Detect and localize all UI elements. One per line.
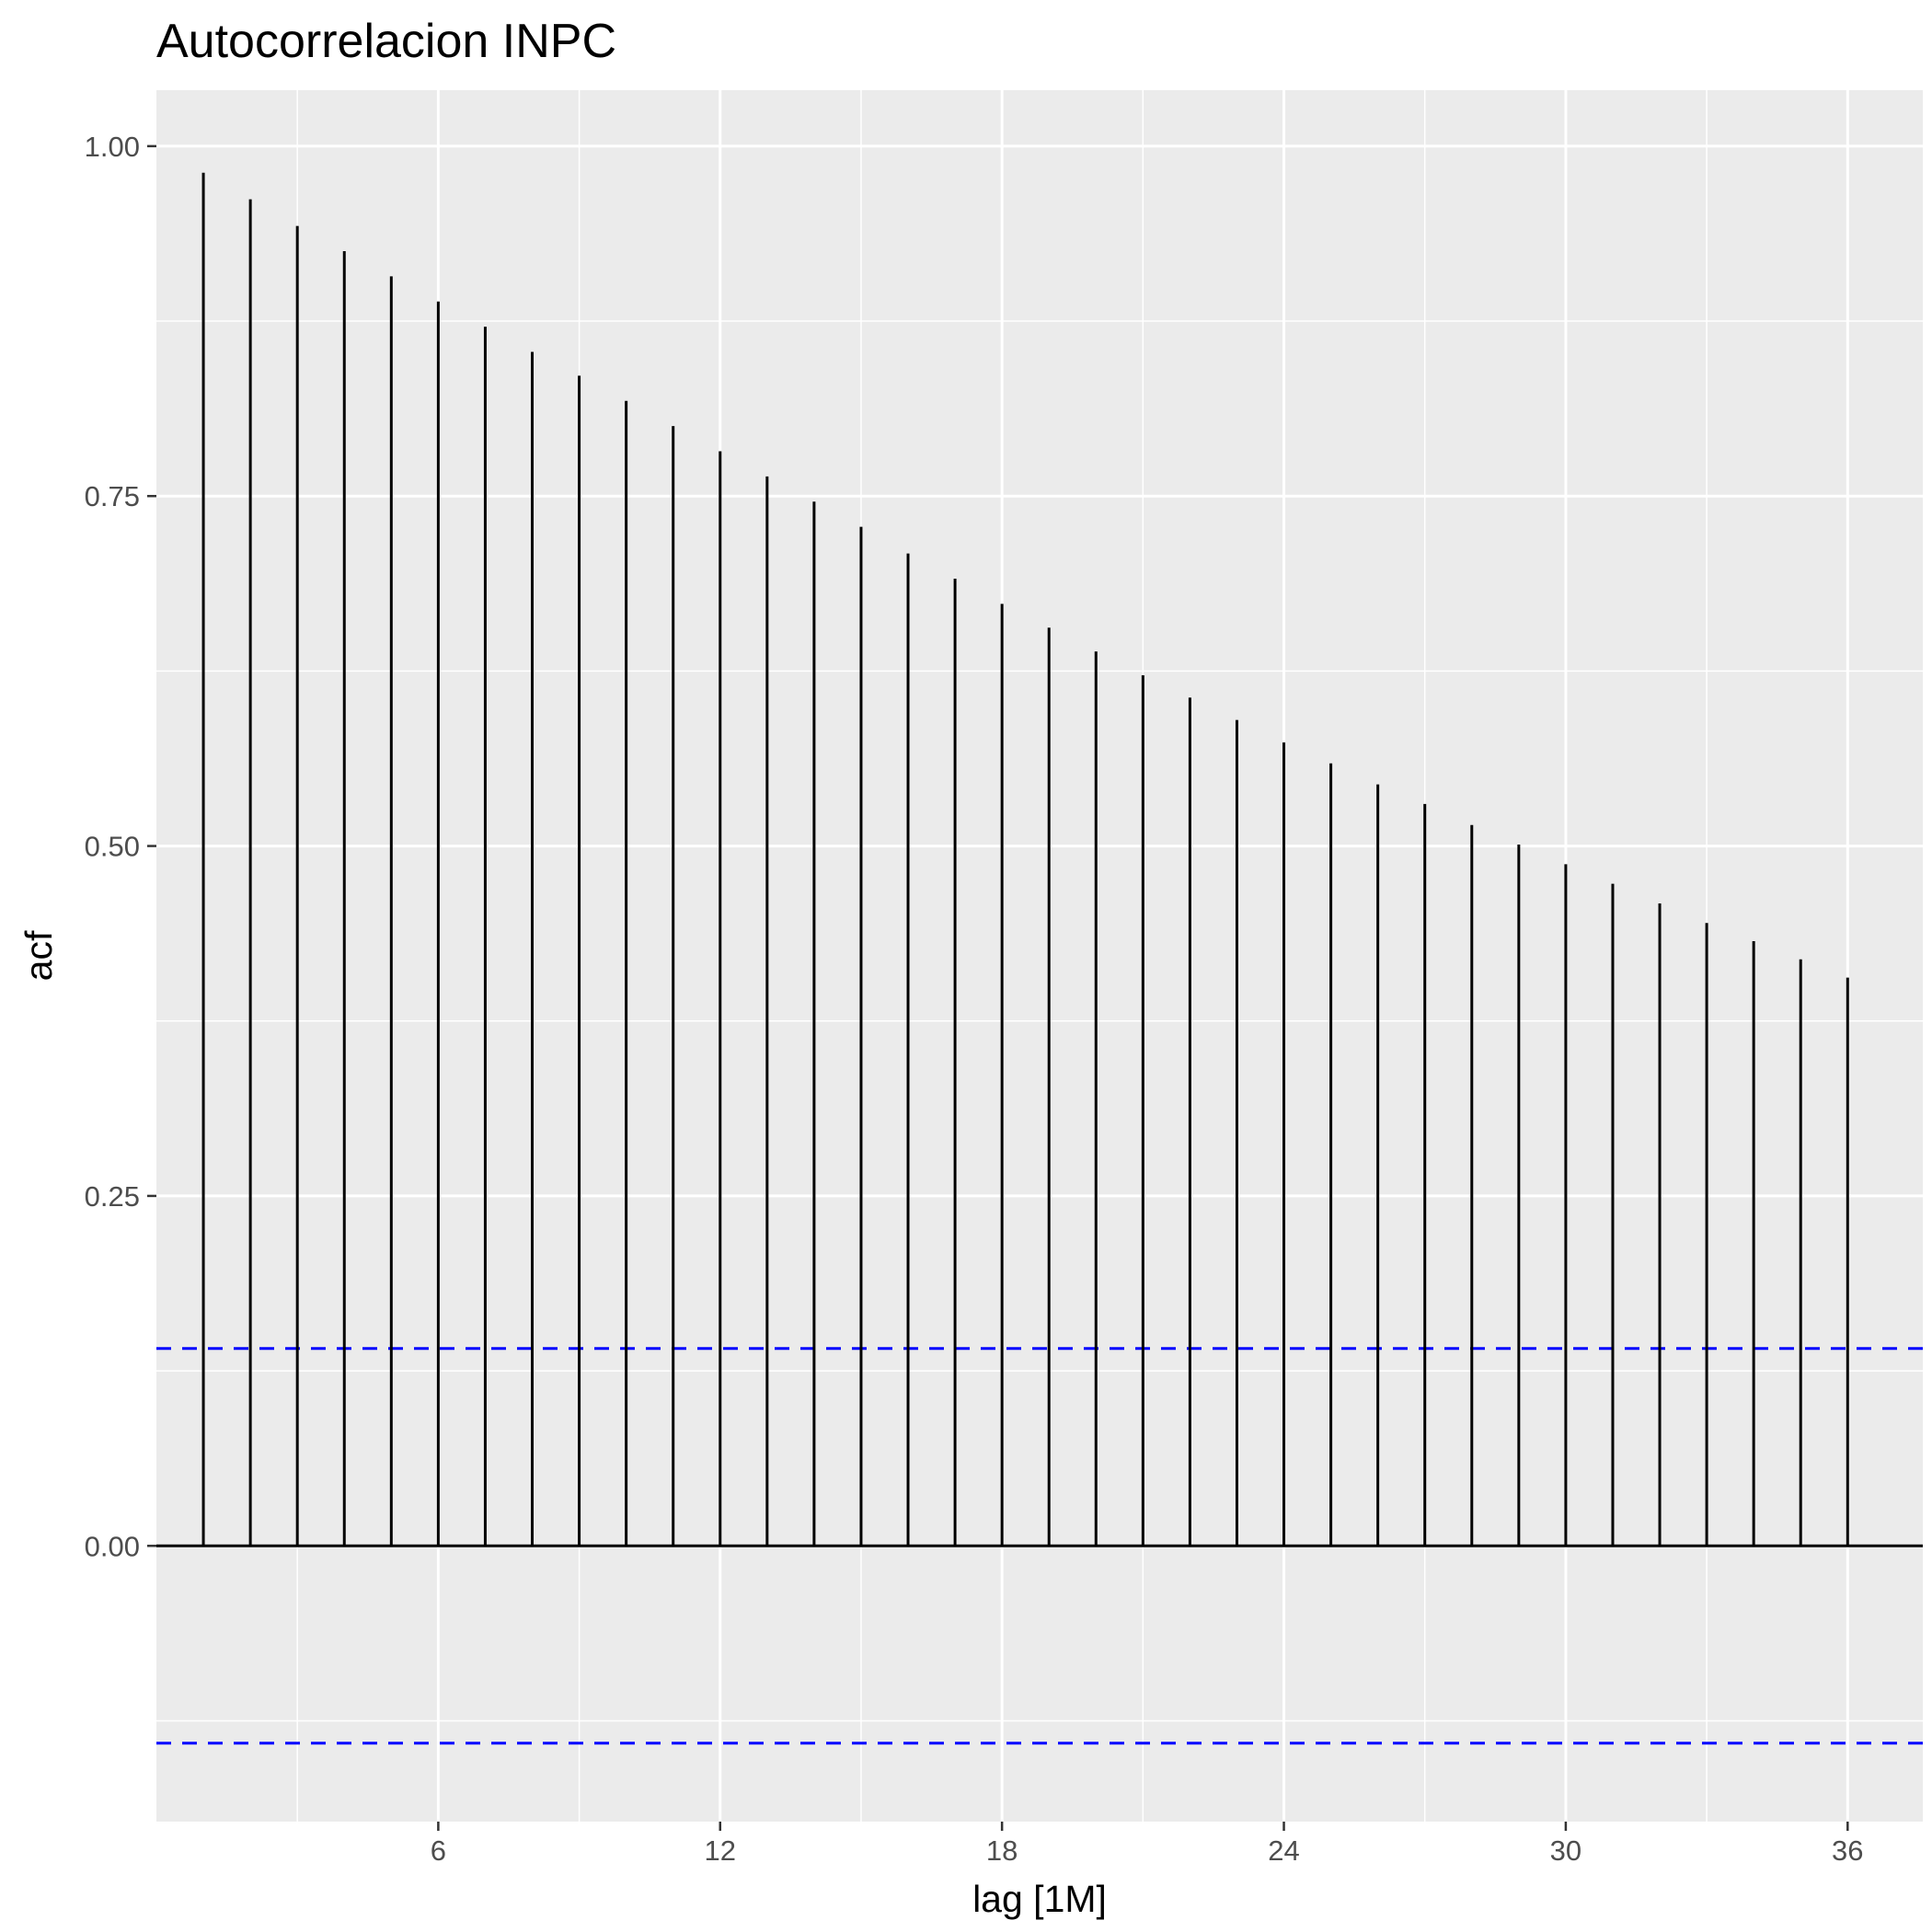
x-axis-label: lag [1M]	[972, 1878, 1107, 1920]
plot-panel	[156, 90, 1923, 1822]
x-tick-label: 36	[1832, 1834, 1863, 1867]
x-tick-label: 30	[1550, 1834, 1581, 1867]
y-tick-label: 1.00	[85, 131, 140, 163]
y-tick-label: 0.75	[85, 480, 140, 512]
y-tick-label: 0.00	[85, 1530, 140, 1562]
x-tick-label: 18	[986, 1834, 1018, 1867]
y-tick-label: 0.50	[85, 831, 140, 863]
x-tick-label: 12	[705, 1834, 736, 1867]
confidence-bounds	[156, 1347, 1923, 1745]
acf-bars	[201, 172, 1849, 1547]
x-tick-label: 24	[1268, 1834, 1299, 1867]
axes: 0.00 0.25 0.50 0.75 1.00 6 12 18 24 30 36	[85, 131, 1864, 1867]
y-axis-label: acf	[17, 930, 60, 981]
x-tick-label: 6	[431, 1834, 446, 1867]
chart-title: Autocorrelacion INPC	[156, 15, 616, 68]
y-tick-label: 0.25	[85, 1180, 140, 1213]
